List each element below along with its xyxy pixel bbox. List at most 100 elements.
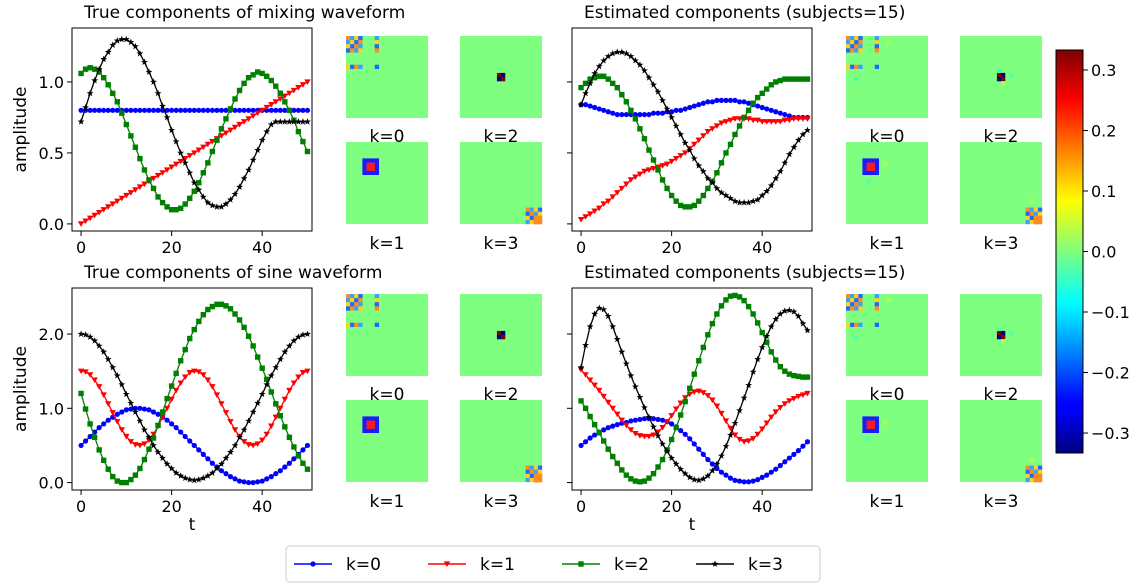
data-point	[609, 49, 617, 57]
matrix-cell	[846, 48, 851, 53]
data-point	[218, 107, 225, 113]
data-point	[636, 433, 644, 439]
data-point	[695, 162, 703, 169]
matrix-cell	[374, 420, 379, 425]
data-point	[299, 118, 307, 125]
data-point	[718, 452, 725, 459]
matrix-cell	[525, 215, 530, 221]
data-point	[304, 107, 311, 113]
data-point	[673, 424, 679, 431]
matrix-cell	[366, 424, 371, 429]
matrix-cell	[529, 211, 534, 216]
matrix-cell	[366, 158, 371, 163]
matrix-cell	[854, 64, 859, 69]
data-point	[800, 443, 806, 449]
data-point	[128, 406, 134, 412]
series-line-k=3	[580, 51, 808, 204]
data-point	[304, 148, 311, 155]
y-tick-label: 0.5	[39, 144, 64, 163]
data-point	[650, 423, 657, 430]
matrix-cell	[354, 294, 359, 299]
data-point	[622, 360, 630, 367]
matrix-cell	[870, 166, 875, 171]
data-point	[731, 116, 739, 122]
matrix-cell	[537, 465, 543, 470]
data-point	[759, 474, 765, 480]
data-point	[187, 195, 193, 202]
matrix-cell	[525, 207, 530, 212]
data-point	[222, 130, 230, 137]
series-markers-k=1	[77, 368, 311, 449]
data-point	[663, 447, 671, 455]
matrix-cell	[846, 302, 851, 307]
data-point	[591, 208, 598, 215]
data-point	[714, 465, 720, 472]
data-point	[91, 76, 99, 84]
data-point	[263, 431, 270, 438]
data-point	[87, 65, 93, 71]
data-point	[686, 146, 694, 153]
data-point	[241, 80, 247, 87]
data-point	[196, 318, 202, 325]
data-point	[286, 107, 293, 114]
data-point	[204, 199, 212, 206]
data-point	[304, 79, 311, 85]
data-point	[637, 126, 643, 132]
x-tick-label: 40	[752, 238, 772, 257]
matrix-cell	[496, 77, 502, 82]
data-point	[668, 436, 675, 443]
data-point	[718, 97, 725, 103]
data-point	[264, 73, 270, 79]
data-point	[259, 70, 265, 77]
data-point	[218, 126, 225, 132]
plot-frame	[71, 287, 313, 491]
matrix-cell	[1029, 199, 1034, 204]
data-point	[646, 147, 652, 153]
x-tick-label: 40	[252, 238, 272, 257]
data-point	[241, 324, 247, 331]
data-point	[587, 103, 593, 109]
matrix-cell	[1001, 335, 1006, 340]
data-point	[127, 399, 135, 407]
data-point	[290, 380, 298, 387]
matrix-cell	[858, 64, 863, 69]
data-point	[137, 107, 143, 113]
data-point	[668, 113, 676, 121]
data-point	[227, 106, 234, 112]
data-point	[682, 106, 688, 112]
data-point	[132, 107, 138, 113]
data-point	[758, 119, 766, 125]
data-point	[272, 363, 280, 371]
data-point	[114, 419, 121, 425]
matrix-cell	[525, 219, 530, 225]
data-point	[763, 332, 771, 340]
data-point	[627, 52, 635, 60]
data-point	[295, 453, 302, 459]
data-point	[591, 382, 598, 389]
series-layer	[77, 35, 311, 227]
colorbar: 0.3 0.2 0.1 0.0 −0.1 −0.2 −0.3	[1055, 49, 1130, 454]
data-point	[78, 390, 84, 397]
data-point	[109, 363, 117, 371]
data-point	[659, 177, 666, 183]
matrix-cell	[525, 465, 530, 470]
data-point	[290, 337, 298, 344]
data-point	[123, 121, 130, 128]
data-point	[136, 49, 144, 57]
matrix-cell	[874, 158, 879, 163]
data-point	[699, 167, 707, 175]
data-point	[218, 468, 225, 474]
data-point	[736, 436, 743, 443]
data-point	[150, 107, 157, 113]
matrix-cell	[874, 64, 879, 69]
data-point	[86, 372, 94, 378]
data-point	[208, 201, 216, 209]
data-point	[105, 107, 111, 113]
data-point	[82, 103, 90, 111]
data-point	[273, 83, 279, 89]
data-point	[96, 107, 102, 113]
matrix-cell	[1033, 215, 1039, 221]
data-point	[209, 138, 216, 145]
matrix-cell	[537, 215, 543, 221]
matrix-cell	[866, 424, 871, 429]
